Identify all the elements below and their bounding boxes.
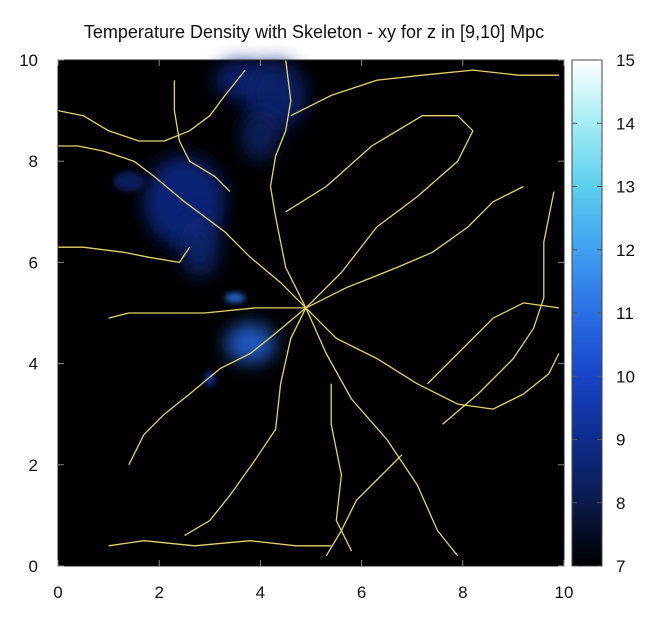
colorbar-tick-label: 7: [616, 557, 625, 576]
skeleton-filament: [290, 69, 559, 117]
x-tick-label: 2: [154, 583, 163, 602]
colorbar-tick-label: 15: [616, 51, 635, 70]
skeleton-filament: [305, 307, 560, 410]
colorbar-tick-label: 12: [616, 241, 635, 260]
colorbar-tick-label: 13: [616, 178, 635, 197]
y-tick-label: 4: [29, 355, 38, 374]
y-tick-label: 6: [29, 253, 38, 272]
y-axis: 0 2 4 6 8 10: [19, 51, 564, 576]
x-tick-label: 0: [53, 583, 62, 602]
density-blob: [224, 323, 276, 364]
colorbar-tick-label: 9: [616, 431, 625, 450]
y-tick-label: 2: [29, 456, 38, 475]
y-tick-label: 10: [19, 51, 38, 70]
density-blob: [240, 110, 281, 162]
chart-title: Temperature Density with Skeleton - xy f…: [84, 22, 544, 42]
colorbar-tick-label: 10: [616, 367, 635, 386]
x-tick-label: 10: [555, 583, 574, 602]
skeleton-filament: [305, 185, 524, 309]
x-tick-label: 8: [458, 583, 467, 602]
skeleton-filament: [269, 59, 307, 309]
skeleton-filament: [173, 80, 231, 193]
colorbar-tick-label: 8: [616, 494, 625, 513]
x-tick-label: 6: [357, 583, 366, 602]
colorbar-axis: 7 8 9 10 11 12 13 14 15: [572, 51, 635, 576]
skeleton-filament: [58, 145, 307, 309]
x-axis: 0 2 4 6 8 10: [53, 60, 573, 602]
density-blob: [179, 216, 220, 278]
skeleton-filament: [184, 307, 307, 537]
x-tick-label: 4: [256, 583, 265, 602]
skeleton-filament: [442, 191, 555, 425]
skeleton-filament: [285, 115, 474, 309]
colorbar-tick-label: 14: [616, 114, 635, 133]
skeleton-filament: [305, 307, 459, 557]
density-blob: [113, 171, 145, 192]
skeleton-layer: [57, 59, 560, 557]
skeleton-filament: [128, 307, 307, 466]
skeleton-filament: [108, 540, 332, 547]
skeleton-filament: [325, 454, 403, 557]
skeleton-filament: [57, 69, 246, 142]
skeleton-filament: [426, 302, 559, 385]
y-tick-label: 0: [29, 557, 38, 576]
plot-frame: [57, 59, 565, 567]
density-blob: [224, 292, 246, 303]
skeleton-filament: [108, 307, 306, 319]
skeleton-filament: [58, 246, 191, 264]
colorbar-tick-label: 11: [616, 304, 634, 323]
y-tick-label: 8: [29, 152, 38, 171]
